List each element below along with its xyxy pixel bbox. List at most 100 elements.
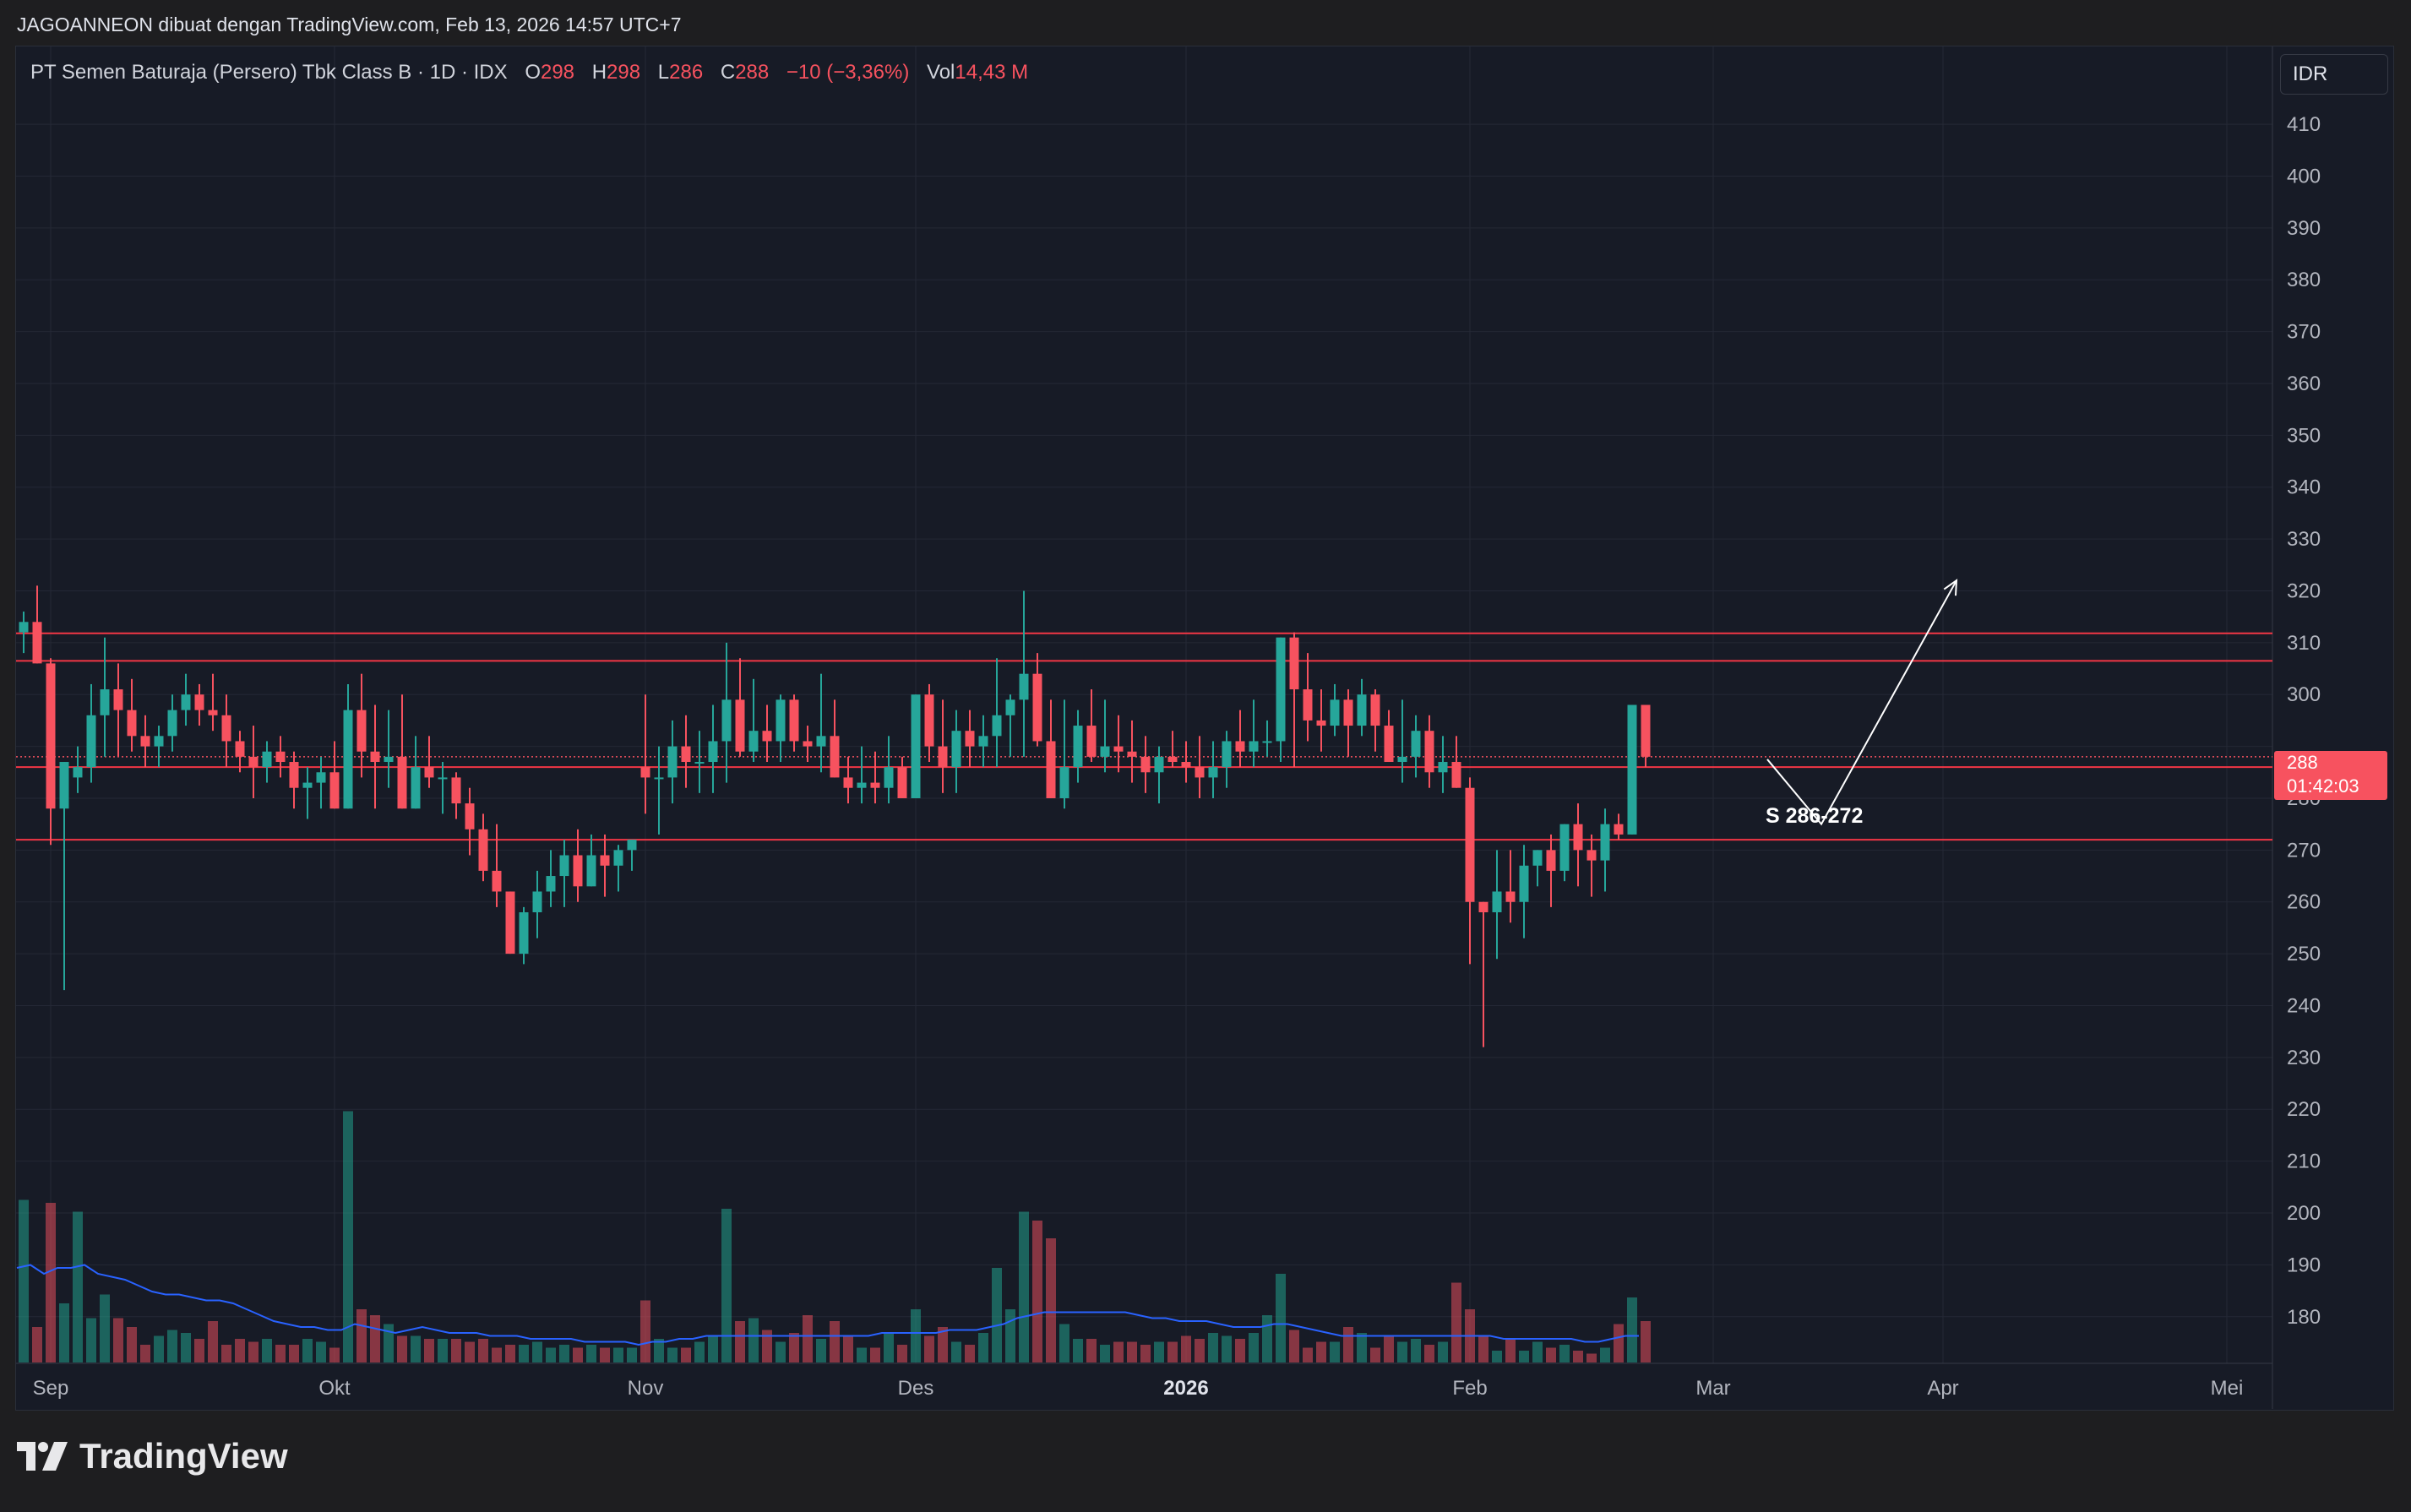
volume-bar	[1154, 1341, 1164, 1362]
volume-bar	[1343, 1327, 1353, 1362]
candle-body	[1167, 756, 1178, 763]
candle-body	[194, 694, 204, 710]
candle-body	[384, 756, 394, 763]
volume-bar	[857, 1347, 867, 1362]
candle-body	[275, 751, 286, 763]
annotation-arrow	[1766, 579, 1957, 826]
volume-bar	[1438, 1341, 1448, 1362]
volume-bar	[1330, 1341, 1340, 1362]
candle-body	[1438, 762, 1448, 773]
x-tick-label: Mar	[1695, 1377, 1730, 1400]
y-tick-label: 250	[2287, 943, 2321, 965]
candle-body	[803, 741, 813, 747]
volume-bar	[843, 1335, 853, 1362]
price-chart[interactable]: 1801902002102202302402502602702803003103…	[0, 0, 2411, 1419]
candle-body	[721, 699, 732, 742]
volume-bar	[194, 1339, 204, 1362]
high-value: 298	[607, 61, 641, 84]
volume-bar	[465, 1341, 475, 1362]
candle-body	[1546, 850, 1556, 871]
x-tick-label: Apr	[1927, 1377, 1958, 1400]
volume-bar	[356, 1309, 367, 1362]
volume-bar	[167, 1330, 177, 1362]
candle-body	[343, 710, 353, 809]
y-tick-label: 270	[2287, 839, 2321, 862]
candle-body	[438, 777, 448, 780]
candle-body	[302, 782, 313, 788]
chart-panel[interactable]	[15, 46, 2394, 1411]
y-tick-label: 190	[2287, 1254, 2321, 1276]
y-tick-label: 310	[2287, 632, 2321, 655]
y-tick-label: 200	[2287, 1202, 2321, 1225]
candle-body	[113, 689, 123, 710]
x-tick-label: Nov	[628, 1377, 664, 1400]
volume-bar	[329, 1347, 340, 1362]
candle-body	[519, 912, 529, 955]
volume-bar	[586, 1345, 596, 1362]
volume-bar	[1519, 1351, 1529, 1362]
volume-bar	[911, 1309, 921, 1362]
candle-body	[46, 663, 56, 809]
candle-body	[573, 855, 583, 887]
candle-body	[140, 736, 150, 747]
candle-body	[1559, 824, 1570, 871]
candle-body	[897, 767, 907, 798]
candle-body	[248, 756, 259, 768]
y-tick-label: 260	[2287, 891, 2321, 914]
candle-body	[1384, 726, 1394, 763]
volume-bar	[1600, 1347, 1610, 1362]
y-tick-label: 210	[2287, 1150, 2321, 1173]
volume-bar	[86, 1318, 96, 1362]
volume-bar	[640, 1300, 650, 1362]
candle-body	[424, 767, 434, 778]
candle-body	[208, 710, 218, 715]
candle-body	[505, 891, 515, 955]
x-tick-label: Mei	[2211, 1377, 2244, 1400]
candle-body	[627, 840, 637, 851]
candle-body	[762, 731, 772, 742]
candle-body	[992, 715, 1002, 737]
candle-body	[1046, 741, 1056, 798]
volume-bar	[370, 1315, 380, 1362]
volume-bar	[1113, 1341, 1124, 1362]
volume-bar	[154, 1335, 164, 1362]
candle-body	[735, 699, 745, 752]
volume-bar	[1627, 1297, 1637, 1362]
volume-label: Vol	[927, 61, 955, 84]
volume-bar	[1424, 1345, 1434, 1362]
volume-bar	[73, 1211, 83, 1362]
candle-body	[843, 777, 853, 788]
candle-body	[1316, 720, 1326, 726]
volume-bar	[559, 1345, 569, 1362]
candle-body	[181, 694, 191, 710]
currency-button[interactable]: IDR	[2280, 54, 2388, 95]
volume-bar	[748, 1318, 759, 1362]
volume-bar	[411, 1335, 421, 1362]
annotation-arrow-head	[1943, 579, 1958, 596]
volume-bar	[1181, 1335, 1191, 1362]
volume-bar	[235, 1339, 245, 1362]
volume-bar	[1397, 1341, 1407, 1362]
candle-body	[451, 777, 461, 804]
volume-bar	[897, 1345, 907, 1362]
candle-body	[1059, 767, 1069, 798]
candle-body	[1357, 694, 1367, 726]
candle-body	[951, 731, 961, 768]
high-label: H	[591, 61, 607, 84]
candle-body	[546, 876, 556, 892]
candle-body	[1397, 756, 1407, 763]
volume-bar	[762, 1330, 772, 1362]
volume-bar	[19, 1199, 29, 1362]
candle-body	[938, 746, 948, 768]
volume-bar	[1478, 1335, 1489, 1362]
volume-bar	[384, 1324, 394, 1362]
tradingview-brand[interactable]: TradingView	[17, 1436, 288, 1477]
volume-bar	[1208, 1333, 1218, 1362]
candle-body	[411, 767, 421, 809]
candle-body	[59, 762, 69, 809]
volume-bar	[992, 1268, 1002, 1362]
volume-bar	[721, 1209, 732, 1362]
candle-body	[1492, 891, 1502, 913]
brand-name: TradingView	[79, 1436, 288, 1476]
y-tick-label: 320	[2287, 579, 2321, 602]
